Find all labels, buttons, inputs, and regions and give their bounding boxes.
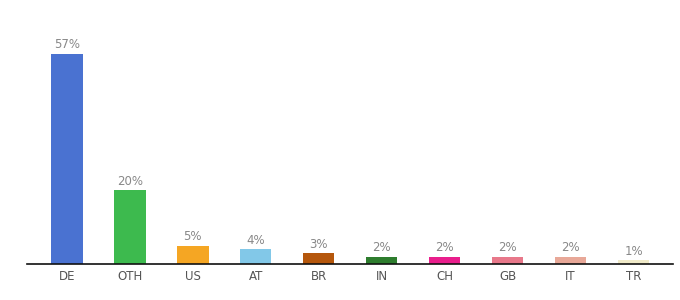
Bar — [429, 256, 460, 264]
Text: 2%: 2% — [435, 242, 454, 254]
Bar — [177, 245, 209, 264]
Text: 2%: 2% — [561, 242, 580, 254]
Text: 3%: 3% — [309, 238, 328, 251]
Text: 2%: 2% — [373, 242, 391, 254]
Bar — [555, 256, 586, 264]
Text: 5%: 5% — [184, 230, 202, 243]
Bar — [366, 256, 397, 264]
Text: 57%: 57% — [54, 38, 80, 51]
Bar — [618, 260, 649, 264]
Bar — [240, 249, 271, 264]
Bar — [114, 190, 146, 264]
Bar — [492, 256, 524, 264]
Text: 1%: 1% — [624, 245, 643, 258]
Text: 20%: 20% — [117, 175, 143, 188]
Text: 4%: 4% — [246, 234, 265, 247]
Bar — [303, 253, 335, 264]
Bar — [51, 53, 82, 264]
Text: 2%: 2% — [498, 242, 517, 254]
